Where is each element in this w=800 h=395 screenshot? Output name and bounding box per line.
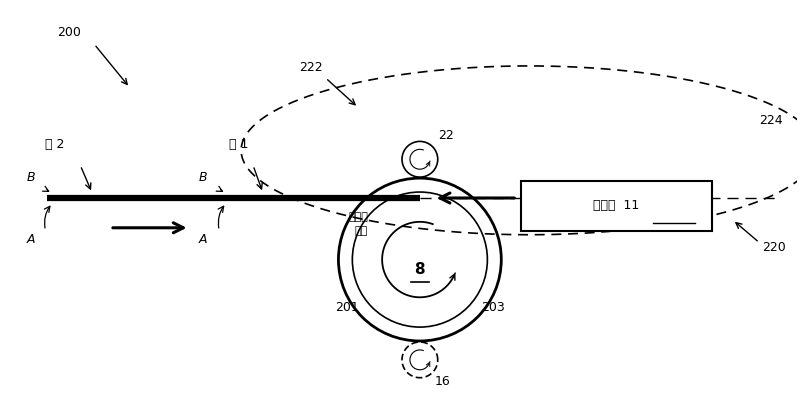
- Text: 224: 224: [759, 113, 783, 126]
- Text: 页 2: 页 2: [45, 138, 64, 151]
- Text: B: B: [199, 171, 208, 184]
- Text: 203: 203: [482, 301, 505, 314]
- Text: 第一次
旋转: 第一次 旋转: [348, 212, 368, 236]
- Text: 220: 220: [762, 241, 786, 254]
- Text: 页 1: 页 1: [230, 138, 249, 151]
- Text: 印刷头  11: 印刷头 11: [594, 199, 639, 213]
- Text: 8: 8: [414, 262, 425, 277]
- Text: 201: 201: [335, 301, 359, 314]
- Text: 222: 222: [299, 61, 322, 74]
- Text: 200: 200: [58, 26, 82, 39]
- FancyBboxPatch shape: [521, 181, 712, 231]
- Text: B: B: [26, 171, 35, 184]
- Text: A: A: [26, 233, 35, 246]
- Text: 22: 22: [438, 130, 454, 143]
- Text: A: A: [199, 233, 208, 246]
- Text: 16: 16: [434, 375, 450, 387]
